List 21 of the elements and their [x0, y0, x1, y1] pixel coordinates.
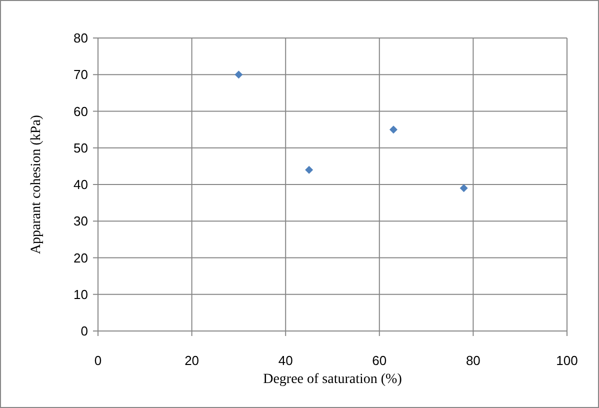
x-tick-label: 100: [556, 353, 578, 368]
point: [389, 126, 398, 134]
point: [305, 166, 314, 174]
y-axis-title: Apparant cohesion (kPa): [29, 114, 44, 254]
y-tick-label: 40: [74, 177, 88, 192]
x-tick-label: 20: [184, 353, 200, 368]
y-tick-label: 50: [74, 140, 88, 156]
point: [234, 70, 243, 79]
y-tick-label: 20: [74, 250, 88, 266]
y-tick-label: 80: [74, 30, 88, 46]
x-tick-label: 60: [372, 353, 387, 368]
y-tick-label: 0: [80, 324, 88, 339]
point: [460, 184, 468, 192]
x-tick-label: 0: [94, 353, 102, 368]
x-tick-label: 80: [466, 353, 480, 368]
y-tick-label: 70: [74, 67, 88, 82]
x-tick-label: 40: [278, 353, 293, 368]
y-tick-label: 10: [74, 286, 88, 302]
x-axis-title: Degree of saturation (%): [263, 372, 402, 387]
y-tick-label: 30: [74, 214, 88, 229]
y-tick-label: 60: [74, 104, 88, 119]
